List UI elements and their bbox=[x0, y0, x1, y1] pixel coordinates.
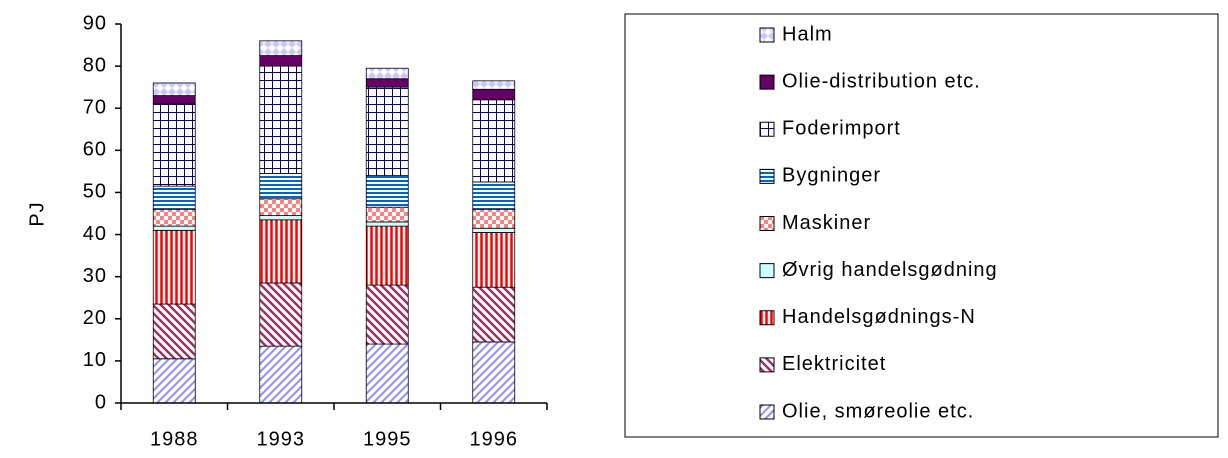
legend-swatch bbox=[759, 357, 775, 373]
legend-label: Olie, smøreolie etc. bbox=[782, 400, 974, 422]
bar-segment bbox=[365, 225, 409, 286]
legend-label: Olie-distribution etc. bbox=[782, 70, 981, 92]
bar-segment bbox=[259, 215, 303, 221]
bar-segment bbox=[472, 227, 516, 233]
bar-segment bbox=[472, 88, 516, 101]
legend-label: Elektricitet bbox=[782, 353, 886, 375]
legend-label: Bygninger bbox=[782, 165, 881, 187]
bar-segment bbox=[152, 95, 196, 105]
legend-swatch bbox=[759, 263, 775, 279]
bar-segment bbox=[365, 78, 409, 88]
legend-swatch bbox=[759, 74, 775, 90]
bar-segment bbox=[152, 208, 196, 227]
bar-segment bbox=[259, 219, 303, 284]
y-tick-label: 80 bbox=[83, 54, 107, 76]
bar-segment bbox=[472, 286, 516, 343]
bar-segment bbox=[259, 198, 303, 217]
x-tick-label: 1995 bbox=[363, 428, 412, 450]
legend-swatch bbox=[759, 216, 775, 231]
bar-segment bbox=[259, 282, 303, 347]
y-tick-label: 40 bbox=[83, 223, 107, 245]
bar-segment bbox=[365, 206, 409, 223]
bar-segment bbox=[365, 343, 409, 404]
legend-swatch bbox=[759, 27, 775, 43]
bar-segment bbox=[259, 173, 303, 200]
y-axis-label: PJ bbox=[26, 201, 48, 226]
legend-label: Foderimport bbox=[782, 118, 901, 140]
x-tick-label: 1988 bbox=[150, 428, 199, 450]
bar-segment bbox=[365, 284, 409, 345]
y-tick-label: 50 bbox=[83, 181, 107, 203]
y-tick-label: 70 bbox=[83, 97, 107, 119]
bar-segment bbox=[259, 40, 303, 56]
y-tick-label: 60 bbox=[83, 139, 107, 161]
legend-label: Handelsgødnings-N bbox=[782, 306, 976, 328]
bar-segment bbox=[152, 229, 196, 305]
legend-box bbox=[624, 13, 1219, 438]
bar-segment bbox=[152, 185, 196, 210]
y-tick-label: 30 bbox=[83, 265, 107, 287]
x-tick-label: 1996 bbox=[470, 428, 519, 450]
bar-segment bbox=[152, 103, 196, 187]
y-tick-label: 20 bbox=[83, 307, 107, 329]
bar-segment bbox=[259, 55, 303, 67]
bar-segment bbox=[152, 358, 196, 404]
bar-segment bbox=[152, 82, 196, 96]
legend-swatch bbox=[759, 310, 775, 326]
legend-label: Maskiner bbox=[782, 212, 871, 234]
bar-segment bbox=[472, 232, 516, 288]
y-tick-label: 0 bbox=[95, 391, 107, 413]
bar-segment bbox=[259, 65, 303, 174]
bar-segment bbox=[152, 225, 196, 231]
bar-segment bbox=[472, 341, 516, 404]
legend-swatch bbox=[759, 404, 775, 420]
legend-swatch bbox=[759, 121, 775, 137]
bar-segment bbox=[365, 175, 409, 208]
bar-segment bbox=[152, 303, 196, 360]
x-tick-label: 1993 bbox=[257, 428, 306, 450]
legend-label: Halm bbox=[782, 23, 833, 45]
bar-segment bbox=[472, 181, 516, 210]
legend-swatch bbox=[759, 168, 775, 184]
bar-segment bbox=[365, 67, 409, 80]
bar-segment bbox=[365, 86, 409, 176]
bar-segment bbox=[259, 345, 303, 404]
y-tick-label: 10 bbox=[83, 349, 107, 371]
bar-segment bbox=[365, 221, 409, 227]
bar-segment bbox=[472, 80, 516, 90]
bar-segment bbox=[472, 99, 516, 183]
bar-segment bbox=[472, 208, 516, 229]
y-tick-label: 90 bbox=[83, 12, 107, 34]
legend-label: Øvrig handelsgødning bbox=[782, 259, 998, 281]
